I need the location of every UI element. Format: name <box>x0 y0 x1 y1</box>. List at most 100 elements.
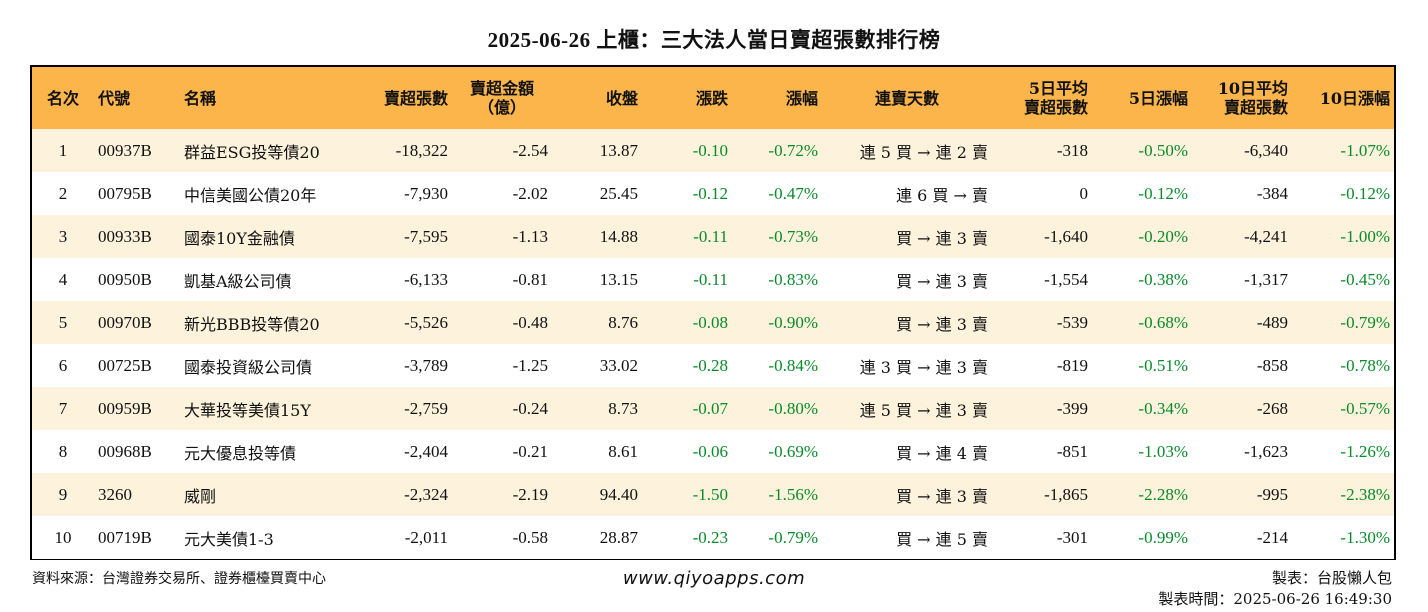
cell-close: 13.15 <box>599 269 638 289</box>
cell-sell-amount: -1.25 <box>512 355 548 375</box>
cell-avg5: -851 <box>1056 441 1088 461</box>
cell-pct: -0.47% <box>768 183 818 203</box>
cell-code: 00795B <box>98 183 152 203</box>
cell-pct: -0.79% <box>768 527 818 547</box>
cell-pct5: -1.03% <box>1138 441 1188 461</box>
table-row: 4 00950B 凱基A級公司債 -6,133 -0.81 13.15 -0.11 -0.83… <box>32 258 1394 301</box>
cell-pct10: -2.38% <box>1340 484 1390 504</box>
cell-close: 8.76 <box>608 312 638 332</box>
cell-pct5: -0.12% <box>1138 183 1188 203</box>
table-row: 7 00959B 大華投等美債15Y -2,759 -0.24 8.73 -0.07 -0.8… <box>32 387 1394 430</box>
cell-sell-lots: -7,930 <box>404 183 448 203</box>
header-close: 收盤 <box>605 88 638 108</box>
header-sell-lots: 賣超張數 <box>383 88 448 108</box>
cell-avg10: -384 <box>1256 183 1288 203</box>
cell-change: -0.11 <box>693 269 728 289</box>
header-avg10: 10日平均 賣超張數 <box>1192 67 1292 129</box>
cell-change: -0.06 <box>692 441 728 461</box>
cell-name: 國泰10Y金融債 <box>184 228 295 248</box>
website-link[interactable]: www.qiyoapps.com <box>622 568 806 589</box>
cell-pct5: -0.20% <box>1138 226 1188 246</box>
cell-change: -0.07 <box>692 398 728 418</box>
header-pct10: 10日漲幅 <box>1319 88 1390 108</box>
cell-pct10: -0.45% <box>1340 269 1390 289</box>
cell-rank: 10 <box>54 527 72 547</box>
cell-code: 00725B <box>98 355 152 375</box>
header-avg10-line2: 賣超張數 <box>1223 98 1288 117</box>
cell-streak: 買 → 連 4 賣 <box>896 443 988 463</box>
cell-name: 大華投等美債15Y <box>184 400 311 420</box>
header-change: 漲跌 <box>695 88 728 108</box>
cell-sell-lots: -2,324 <box>404 484 448 504</box>
header-sell-amount-line2: （億） <box>477 98 526 117</box>
cell-sell-amount: -2.54 <box>512 140 548 160</box>
cell-avg5: -539 <box>1056 312 1088 332</box>
cell-code: 00937B <box>98 140 152 160</box>
cell-sell-amount: -2.19 <box>512 484 548 504</box>
cell-sell-lots: -2,011 <box>404 527 448 547</box>
table-body: 1 00937B 群益ESG投等債20 -18,322 -2.54 13.87 -0.10 -… <box>32 129 1394 559</box>
table-row: 10 00719B 元大美債1-3 -2,011 -0.58 28.87 -0.23 -0.7… <box>32 516 1394 559</box>
cell-avg5: 0 <box>1079 183 1089 203</box>
cell-sell-lots: -5,526 <box>404 312 448 332</box>
table-header-row: 名次 代號 名稱 賣超張數 賣超金額 （億） 收盤 漲跌 漲幅 連賣天數 5日平… <box>32 67 1394 129</box>
cell-rank: 8 <box>58 441 68 461</box>
table-row: 2 00795B 中信美國公債20年 -7,930 -2.02 25.45 -0.12 -0.… <box>32 172 1394 215</box>
cell-streak: 買 → 連 3 賣 <box>896 228 988 248</box>
cell-avg10: -6,340 <box>1244 140 1288 160</box>
header-sell-amount-line1: 賣超金額 <box>469 79 534 98</box>
cell-rank: 2 <box>58 183 68 203</box>
cell-pct10: -0.12% <box>1340 183 1390 203</box>
cell-sell-amount: -1.13 <box>512 226 548 246</box>
cell-streak: 連 5 買 → 連 2 賣 <box>859 142 988 162</box>
cell-close: 14.88 <box>599 226 638 246</box>
cell-pct5: -0.50% <box>1138 140 1188 160</box>
cell-name: 中信美國公債20年 <box>184 185 317 205</box>
cell-avg5: -819 <box>1056 355 1088 375</box>
cell-name: 元大美債1-3 <box>184 529 274 549</box>
cell-streak: 買 → 連 3 賣 <box>896 314 988 334</box>
cell-change: -0.12 <box>692 183 728 203</box>
cell-code: 00933B <box>98 226 152 246</box>
header-name: 名稱 <box>184 88 217 108</box>
cell-change: -0.23 <box>692 527 728 547</box>
cell-pct10: -1.26% <box>1340 441 1390 461</box>
cell-pct: -1.56% <box>768 484 818 504</box>
cell-rank: 7 <box>58 398 68 418</box>
cell-sell-amount: -0.81 <box>512 269 548 289</box>
cell-avg10: -489 <box>1256 312 1288 332</box>
cell-rank: 1 <box>58 140 68 160</box>
cell-code: 00968B <box>98 441 152 461</box>
cell-pct: -0.80% <box>768 398 818 418</box>
header-avg5-line1: 5日平均 <box>1028 79 1088 98</box>
header-code: 代號 <box>98 88 131 108</box>
header-pct5: 5日漲幅 <box>1128 88 1188 108</box>
cell-avg10: -268 <box>1256 398 1288 418</box>
header-streak: 連賣天數 <box>874 88 939 108</box>
cell-pct10: -0.79% <box>1340 312 1390 332</box>
cell-pct5: -2.28% <box>1138 484 1188 504</box>
cell-pct: -0.90% <box>768 312 818 332</box>
header-rank: 名次 <box>46 88 79 108</box>
cell-sell-lots: -2,404 <box>404 441 448 461</box>
cell-name: 群益ESG投等債20 <box>184 142 320 162</box>
header-avg10-line1: 10日平均 <box>1217 79 1288 98</box>
cell-change: -0.11 <box>693 226 728 246</box>
table-row: 1 00937B 群益ESG投等債20 -18,322 -2.54 13.87 -0.10 -… <box>32 129 1394 172</box>
cell-close: 8.61 <box>608 441 638 461</box>
cell-pct10: -1.00% <box>1340 226 1390 246</box>
header-pct: 漲幅 <box>785 88 818 108</box>
cell-avg5: -318 <box>1056 140 1088 160</box>
cell-avg10: -858 <box>1256 355 1288 375</box>
cell-avg10: -1,623 <box>1244 441 1288 461</box>
cell-pct5: -0.51% <box>1138 355 1188 375</box>
table-row: 8 00968B 元大優息投等債 -2,404 -0.21 8.61 -0.06 -0.69%… <box>32 430 1394 473</box>
table-row: 9 3260 威剛 -2,324 -2.19 94.40 -1.50 -1.56% 買 → 連 … <box>32 473 1394 516</box>
cell-change: -0.28 <box>692 355 728 375</box>
table-maker: 製表：台股懶人包 <box>1271 569 1392 587</box>
cell-pct10: -1.30% <box>1340 527 1390 547</box>
cell-close: 94.40 <box>599 484 638 504</box>
cell-streak: 連 6 買 → 賣 <box>896 185 988 205</box>
cell-code: 00950B <box>98 269 152 289</box>
cell-pct10: -1.07% <box>1340 140 1390 160</box>
